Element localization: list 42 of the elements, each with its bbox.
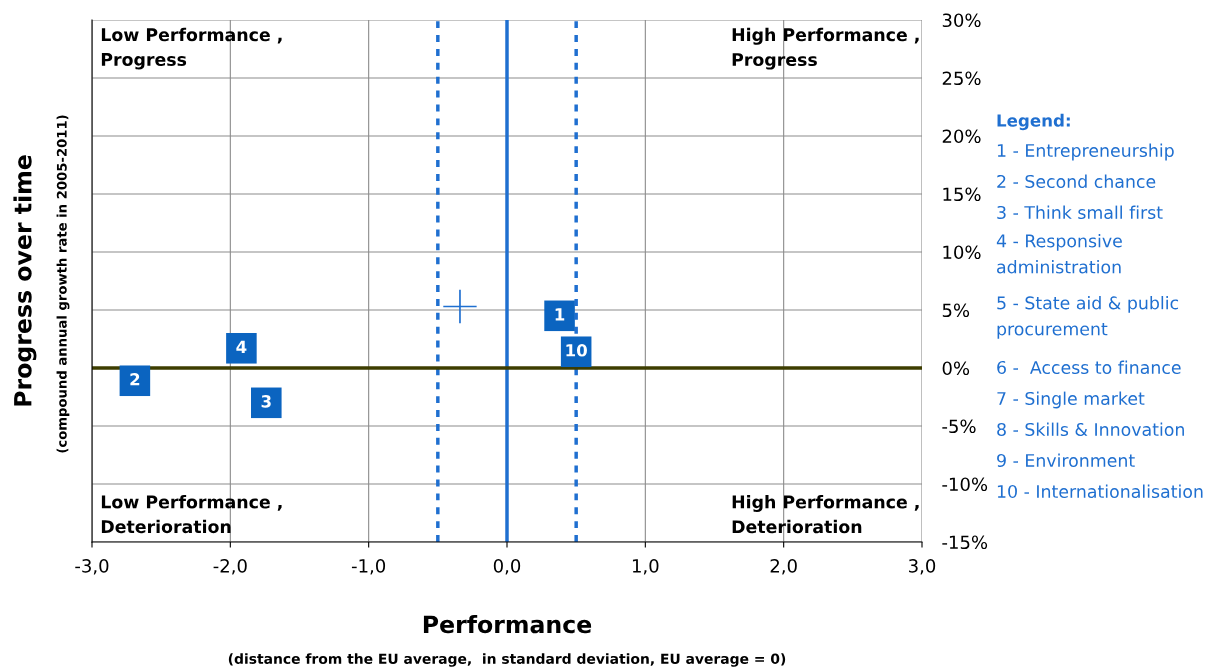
- y-tick-label: 15%: [943, 187, 981, 202]
- text: Legend:: [997, 113, 1070, 131]
- y-tick-label: 0%: [942, 361, 970, 376]
- text: 3 - Think small first: [997, 205, 1163, 220]
- y-tick-label: 20%: [942, 129, 981, 144]
- text: 10 - Internationalisation: [997, 484, 1203, 499]
- text: 5 - State aid & public procurement: [997, 296, 1179, 339]
- annotation: High Performance , Deterioration: [732, 495, 919, 534]
- series-label: 2: [130, 372, 140, 386]
- text: 1 - Entrepreneurship: [997, 143, 1174, 161]
- y-tick-label: 30%: [942, 13, 981, 28]
- annotation: Low Performance , Progress: [101, 27, 282, 70]
- annotation: Low Performance , Deterioration: [101, 495, 282, 534]
- x-tick-label: -1,0: [351, 558, 386, 575]
- x-tick-label: 1,0: [632, 558, 659, 575]
- x-tick-label: 3,0: [909, 558, 936, 575]
- series-label: 10: [566, 343, 587, 357]
- x-axis-title: Performance: [423, 615, 592, 634]
- text: 7 - Single market: [997, 391, 1145, 409]
- y-tick-label: -15%: [942, 535, 988, 550]
- y-tick-label: 10%: [943, 245, 981, 260]
- text: (compound annual growth rate in 2005-2011): [56, 115, 70, 453]
- x-tick-label: 0,0: [493, 558, 521, 575]
- series-label: 4: [236, 340, 247, 353]
- text: 9 - Environment: [997, 453, 1135, 468]
- text: 2 - Second chance: [997, 174, 1156, 189]
- y-axis-title: Progress over time: [13, 155, 37, 406]
- text: 6 - Access to finance: [997, 360, 1181, 375]
- x-tick-label: -3,0: [75, 558, 109, 575]
- y-tick-label: -10%: [942, 477, 988, 492]
- point: [443, 289, 477, 324]
- y-tick-label: 25%: [942, 71, 981, 86]
- y-tick-label: -5%: [942, 419, 976, 434]
- x-tick-label: 2,0: [770, 558, 797, 575]
- series-label: 3: [261, 395, 271, 408]
- series-label: 1: [555, 308, 565, 321]
- y-tick-label: 5%: [942, 303, 970, 318]
- text: (distance from the EU average, in standard deviation, EU average = 0): [228, 653, 786, 667]
- x-tick-label: -2,0: [213, 558, 247, 575]
- text: 4 - Responsive administration: [996, 234, 1122, 274]
- annotation: High Performance , Progress: [732, 27, 919, 70]
- text: 8 - Skills & Innovation: [997, 422, 1184, 437]
